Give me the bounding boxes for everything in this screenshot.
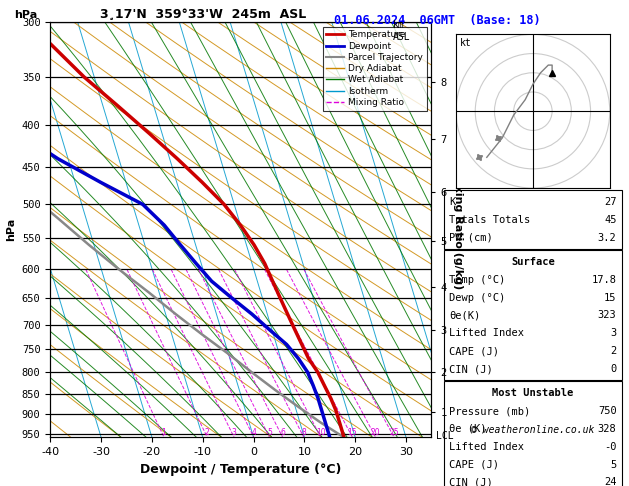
Bar [443, 382, 622, 486]
Text: CIN (J): CIN (J) [449, 364, 493, 374]
Text: 10: 10 [316, 428, 326, 437]
Text: LCL: LCL [436, 431, 454, 440]
Text: 2: 2 [205, 428, 209, 437]
Text: Lifted Index: Lifted Index [449, 329, 524, 338]
Text: 15: 15 [604, 293, 616, 303]
Text: 0: 0 [610, 364, 616, 374]
Text: 5: 5 [267, 428, 272, 437]
Text: 1: 1 [162, 428, 167, 437]
Text: Lifted Index: Lifted Index [449, 442, 524, 452]
Text: 8: 8 [301, 428, 306, 437]
Text: © weatheronline.co.uk: © weatheronline.co.uk [471, 425, 594, 435]
Text: 45: 45 [604, 215, 616, 225]
Text: 323: 323 [598, 311, 616, 320]
Text: 17.8: 17.8 [591, 275, 616, 285]
Text: 3: 3 [610, 329, 616, 338]
Text: hPa: hPa [14, 10, 37, 20]
Text: -0: -0 [604, 442, 616, 452]
X-axis label: Dewpoint / Temperature (°C): Dewpoint / Temperature (°C) [140, 463, 342, 476]
Text: kt: kt [460, 38, 472, 48]
Text: 328: 328 [598, 424, 616, 434]
Text: Pressure (mb): Pressure (mb) [449, 406, 530, 416]
Text: Surface: Surface [511, 257, 555, 267]
Text: K: K [449, 197, 455, 207]
Text: 5: 5 [610, 460, 616, 469]
Text: 20: 20 [371, 428, 381, 437]
Text: 750: 750 [598, 406, 616, 416]
Text: 24: 24 [604, 477, 616, 486]
Text: 15: 15 [348, 428, 357, 437]
Text: CIN (J): CIN (J) [449, 477, 493, 486]
Text: Dewp (°C): Dewp (°C) [449, 293, 506, 303]
Y-axis label: hPa: hPa [6, 218, 16, 241]
Bar [443, 190, 622, 249]
Text: 25: 25 [389, 428, 399, 437]
Y-axis label: Mixing Ratio (g/kg): Mixing Ratio (g/kg) [454, 170, 464, 289]
Text: 3: 3 [231, 428, 237, 437]
Text: 3.2: 3.2 [598, 233, 616, 243]
Bar [443, 250, 622, 380]
Text: 4: 4 [252, 428, 256, 437]
Text: 01.06.2024  06GMT  (Base: 18): 01.06.2024 06GMT (Base: 18) [334, 14, 540, 27]
Text: PW (cm): PW (cm) [449, 233, 493, 243]
Text: θe(K): θe(K) [449, 311, 481, 320]
Text: 2: 2 [610, 346, 616, 356]
Legend: Temperature, Dewpoint, Parcel Trajectory, Dry Adiabat, Wet Adiabat, Isotherm, Mi: Temperature, Dewpoint, Parcel Trajectory… [323, 27, 426, 110]
Text: 6: 6 [281, 428, 285, 437]
Text: Temp (°C): Temp (°C) [449, 275, 506, 285]
Text: Totals Totals: Totals Totals [449, 215, 530, 225]
Text: CAPE (J): CAPE (J) [449, 460, 499, 469]
Text: km
ASL: km ASL [393, 20, 411, 42]
Title: 3¸17'N  359°33'W  245m  ASL: 3¸17'N 359°33'W 245m ASL [99, 8, 306, 21]
Text: 27: 27 [604, 197, 616, 207]
Text: θe (K): θe (K) [449, 424, 487, 434]
Text: CAPE (J): CAPE (J) [449, 346, 499, 356]
Text: Most Unstable: Most Unstable [493, 388, 574, 398]
